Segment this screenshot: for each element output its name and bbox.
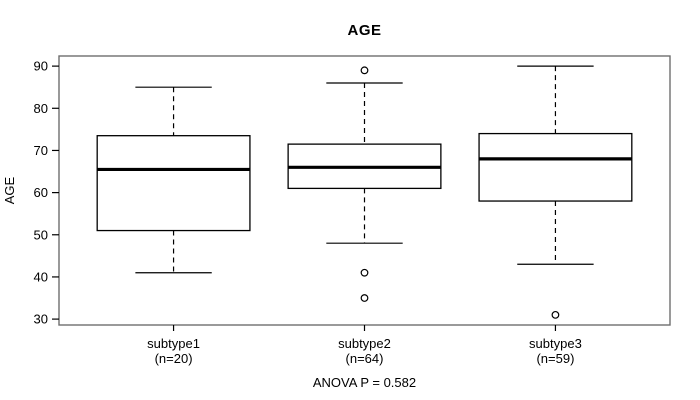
x-category-label: subtype2 bbox=[338, 336, 391, 351]
outlier-point bbox=[360, 294, 369, 302]
y-axis-tick-label: 30 bbox=[34, 312, 48, 327]
y-axis-title: AGE bbox=[2, 176, 17, 204]
chart-title: AGE bbox=[347, 22, 382, 39]
y-axis-tick-label: 80 bbox=[34, 101, 48, 116]
x-category-count-label: (n=59) bbox=[536, 351, 574, 366]
iqr-box bbox=[96, 135, 251, 232]
iqr-box bbox=[478, 132, 633, 202]
y-axis-tick-label: 40 bbox=[34, 269, 48, 284]
anova-p-annotation: ANOVA P = 0.582 bbox=[312, 375, 417, 390]
y-axis-tick-label: 70 bbox=[34, 143, 48, 158]
x-category-count-label: (n=20) bbox=[155, 351, 193, 366]
x-category-count-label: (n=64) bbox=[346, 351, 384, 366]
x-category-label: subtype1 bbox=[147, 336, 200, 351]
outlier-point bbox=[360, 66, 369, 75]
y-axis-tick-label: 90 bbox=[34, 59, 48, 74]
y-axis-tick-label: 50 bbox=[34, 227, 48, 242]
outlier-point bbox=[360, 268, 369, 277]
y-axis-tick-label: 60 bbox=[34, 185, 48, 200]
outlier-point bbox=[551, 310, 560, 319]
x-category-label: subtype3 bbox=[529, 336, 582, 351]
